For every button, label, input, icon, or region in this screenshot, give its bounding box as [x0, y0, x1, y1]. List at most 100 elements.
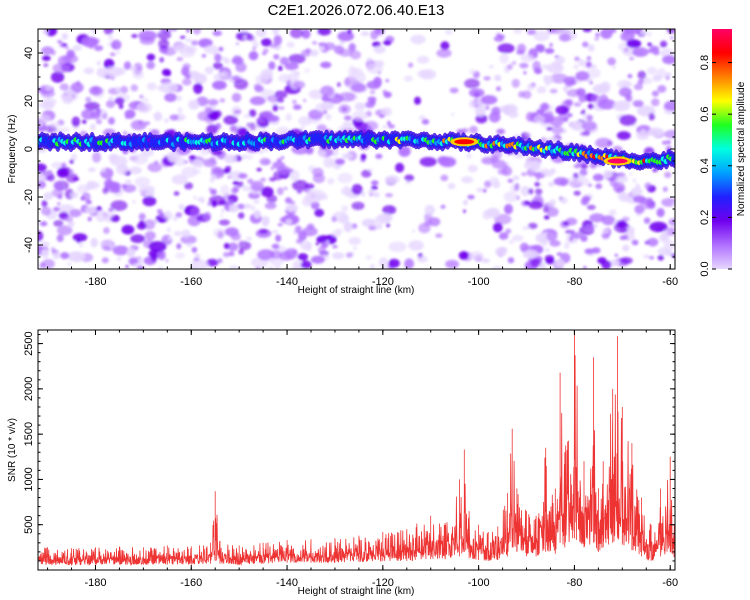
spectrogram-speckle-blob [176, 56, 184, 62]
spectrogram-speckle-blob [56, 225, 73, 236]
spectrogram-speckle-blob [652, 74, 662, 82]
spectrogram-speckle-blob [600, 29, 613, 39]
spectrogram-speckle-blob [550, 73, 568, 84]
spectrogram-speckle-blob [371, 180, 379, 186]
spectrogram-speckle-blob [96, 118, 102, 125]
spectrogram-speckle-blob [176, 243, 182, 250]
spectrogram-speckle-blob [581, 120, 597, 131]
spectrogram-speckle-blob [286, 41, 295, 48]
spectrogram-speckle-blob [66, 89, 75, 96]
spectrogram-speckle-blob [445, 29, 453, 35]
spectrogram-speckle-blob [622, 29, 630, 35]
spectrogram-speckle-blob [485, 105, 490, 110]
spectrogram-speckle-blob [440, 174, 449, 182]
spectrogram-speckle-blob [619, 235, 627, 241]
spectrogram-speckle-blob [528, 188, 534, 195]
spectrogram-speckle-blob [224, 227, 239, 237]
spectrogram-speckle-blob [87, 216, 92, 222]
spectrogram-speckle-blob [42, 97, 57, 107]
spectrogram-speckle-blob [490, 155, 500, 163]
spectrogram-speckle-blob [246, 34, 255, 41]
spectrogram-speckle-blob [277, 223, 283, 227]
spectrogram-speckle-blob [546, 126, 553, 131]
spectrogram-speckle-blob [50, 121, 61, 128]
spectrogram-speckle-blob [594, 37, 600, 41]
spectrogram-speckle-blob [664, 100, 675, 111]
spectrogram-speckle-blob [601, 232, 610, 240]
spectrogram-speckle-blob [633, 83, 644, 91]
spectrogram-speckle-blob [549, 88, 558, 94]
x-tick-label: -100 [468, 276, 490, 288]
spectrogram-speckle-blob [92, 151, 102, 163]
spectrogram-speckle-blob [247, 123, 260, 131]
x-tick-label: -80 [566, 276, 582, 288]
spectrogram-speckle-blob [627, 74, 633, 79]
spectrogram-speckle-blob [305, 183, 315, 190]
spectrogram-speckle-blob [175, 95, 182, 102]
spectrogram-speckle-blob [587, 103, 594, 110]
spectrogram-speckle-blob [583, 265, 587, 269]
spectrogram-speckle-blob [348, 43, 356, 52]
spectrogram-speckle-blob [580, 111, 586, 115]
colorbar-tick-label: 0.4 [699, 158, 711, 173]
spectrogram-speckle-blob [72, 233, 88, 242]
spectrogram-speckle-blob [370, 264, 375, 269]
y-tick-label: -40 [23, 237, 35, 253]
spectrogram-speckle-blob [171, 29, 178, 32]
spectrogram-speckle-blob [646, 66, 658, 75]
spectrogram-speckle-blob [142, 196, 157, 207]
spectrogram-speckle-blob [194, 253, 201, 258]
spectrogram-speckle-blob [274, 265, 281, 269]
spectrogram-speckle-blob [231, 75, 241, 81]
hotspot-core [454, 139, 475, 145]
spectrogram-speckle-blob [513, 29, 522, 34]
y-tick-label: -20 [23, 189, 35, 205]
spectrogram-speckle-blob [45, 85, 53, 91]
spectrogram-speckle-blob [89, 86, 103, 96]
spectrogram-speckle-blob [238, 248, 245, 255]
spectrogram-speckle-blob [651, 98, 660, 107]
spectrogram-speckle-blob [309, 49, 319, 57]
spectrogram-speckle-blob [608, 209, 617, 216]
spectrogram-speckle-blob [236, 203, 246, 210]
spectrogram-speckle-blob [528, 200, 544, 210]
spectrogram-speckle-blob [589, 213, 605, 223]
spectrogram-speckle-blob [463, 199, 468, 206]
spectrogram-speckle-blob [520, 54, 535, 62]
spectrogram-speckle-blob [382, 125, 388, 129]
spectrogram-speckle-blob [228, 251, 235, 257]
spectrogram-speckle-blob [242, 185, 250, 192]
spectrogram-speckle-blob [191, 246, 198, 253]
spectrogram-speckle-blob [96, 206, 102, 211]
spectrogram-speckle-blob [201, 54, 207, 58]
spectrogram-speckle-blob [373, 76, 382, 88]
spectrogram-speckle-blob [614, 253, 619, 257]
spectrogram-speckle-blob [102, 187, 109, 195]
spectrogram-speckle-blob [662, 140, 668, 145]
spectrogram-speckle-blob [185, 38, 192, 43]
spectrogram-speckle-blob [601, 215, 616, 226]
spectrogram-speckle-blob [103, 29, 114, 35]
spectrogram-speckle-blob [177, 107, 183, 114]
spectrogram-speckle-blob [206, 124, 218, 135]
spectrogram-speckle-blob [142, 97, 149, 102]
spectrogram-speckle-blob [260, 38, 272, 47]
spectrogram-speckle-blob [310, 201, 320, 210]
spectrogram-speckle-blob [183, 71, 191, 77]
colorbar-tick-label: 0.0 [699, 261, 711, 276]
spectrogram-speckle-blob [424, 204, 435, 216]
spectrogram-speckle-blob [219, 214, 224, 218]
spectrogram-speckle-blob [360, 153, 367, 160]
spectrogram-speckle-blob [418, 115, 426, 121]
spectrogram-speckle-blob [666, 29, 675, 34]
spectrogram-speckle-blob [106, 239, 113, 247]
spectrogram-speckle-blob [375, 153, 383, 159]
spectrogram-speckle-blob [145, 121, 150, 126]
spectrogram-speckle-blob [173, 230, 183, 237]
spectrogram-speckle-blob [112, 245, 129, 256]
spectrogram-speckle-blob [186, 29, 190, 33]
spectrogram-speckle-blob [244, 203, 252, 209]
spectrogram-speckle-blob [591, 93, 600, 103]
spectrogram-speckle-blob [115, 86, 121, 93]
spectrogram-speckle-blob [123, 61, 132, 70]
